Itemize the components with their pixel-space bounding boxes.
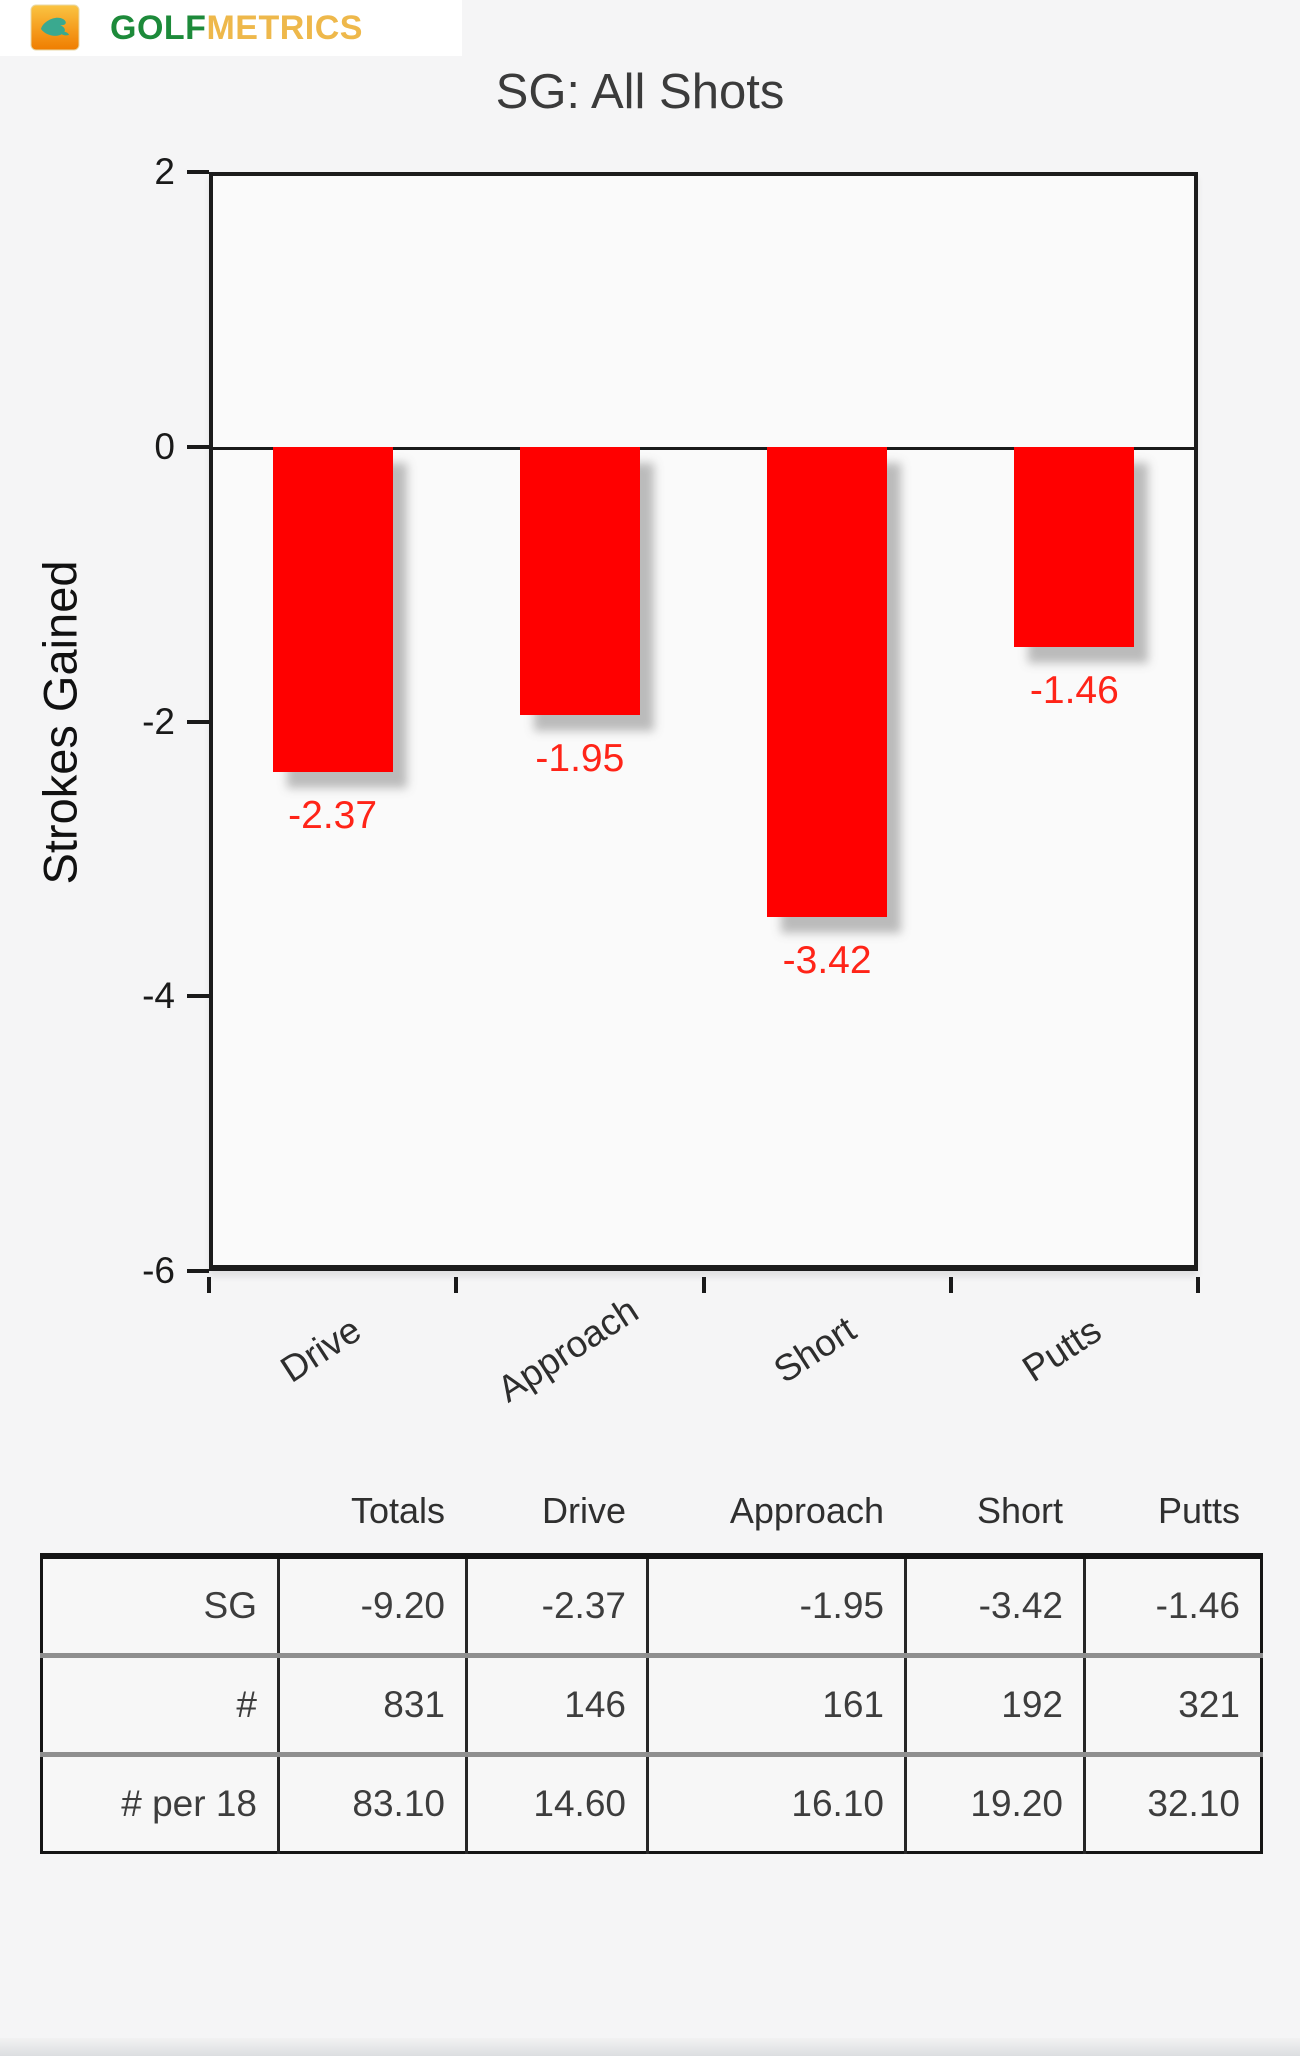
- table-cell: -1.46: [1083, 1556, 1262, 1656]
- y-tick-mark: [187, 170, 209, 174]
- table-header-putts: Putts: [1157, 1490, 1240, 1531]
- y-axis-title: Strokes Gained: [33, 560, 87, 885]
- bar-drive: [272, 446, 393, 773]
- table-cell: 146: [465, 1653, 648, 1755]
- y-tick-label: 2: [154, 151, 175, 192]
- y-tick-mark: [187, 719, 209, 724]
- table-cell: -1.95: [646, 1556, 906, 1656]
- table-cell: -9.20: [277, 1556, 467, 1656]
- table-header-short: Short: [976, 1490, 1063, 1531]
- table-cell: 16.10: [646, 1752, 906, 1853]
- y-tick-mark: [187, 1269, 209, 1273]
- bar-putts: [1014, 446, 1135, 648]
- table-cell: 32.10: [1083, 1752, 1262, 1853]
- table-cell: 161: [646, 1653, 906, 1755]
- bar-approach: [519, 446, 640, 715]
- app-header: GOLFMETRICS: [0, 0, 462, 56]
- table-header-approach: Approach: [729, 1490, 884, 1531]
- x-category-label: Putts: [1015, 1309, 1109, 1390]
- table-cell: 321: [1083, 1653, 1262, 1755]
- y-tick-mark: [187, 444, 209, 449]
- bar-value-label: -1.46: [1029, 669, 1119, 713]
- table-cell: -2.37: [465, 1556, 648, 1656]
- strokes-gained-table: SG -9.20 -2.37 -1.95 -3.42 -1.46 #831 146 161 192…: [40, 1553, 1263, 1854]
- bar-short: [767, 446, 888, 917]
- table-cell: 192: [904, 1653, 1085, 1755]
- x-tick-mark: [701, 1277, 706, 1293]
- x-tick-mark: [1196, 1277, 1200, 1293]
- y-tick-mark: [187, 994, 209, 999]
- table-column-headers: Totals Drive Approach Short Putts: [40, 1490, 1260, 1532]
- bar-value-label: -2.37: [288, 794, 378, 838]
- zero-baseline: [213, 446, 1194, 450]
- logo-text-metrics: METRICS: [206, 9, 363, 47]
- y-tick-label: 0: [154, 425, 175, 467]
- y-tick-label: -4: [142, 975, 175, 1017]
- bar-value-label: -1.95: [535, 736, 625, 780]
- bar-value-label: -3.42: [782, 938, 872, 982]
- x-category-label: Drive: [272, 1308, 368, 1391]
- x-tick-mark: [948, 1277, 953, 1293]
- row-label: #: [41, 1653, 279, 1755]
- bottom-edge-bar: [0, 2038, 1300, 2056]
- x-category-label: Short: [766, 1308, 864, 1391]
- logo-text-golf: GOLF: [110, 9, 207, 47]
- table-cell: -3.42: [904, 1556, 1085, 1656]
- table-cell: 831: [277, 1653, 467, 1755]
- row-label: SG: [203, 1585, 257, 1626]
- table-header-drive: Drive: [541, 1490, 626, 1531]
- table-cell: 14.60: [465, 1752, 648, 1853]
- y-tick-label: -2: [142, 700, 175, 742]
- table-row: SG -9.20 -2.37 -1.95 -3.42 -1.46: [42, 1556, 1262, 1656]
- table-row: #831 146 161 192 321: [41, 1653, 1262, 1755]
- table-cell: 83.10: [277, 1752, 467, 1853]
- golfmetrics-logo: GOLFMETRICS: [110, 6, 363, 50]
- row-label: # per 18: [41, 1752, 279, 1853]
- table-header-totals: Totals: [350, 1490, 445, 1531]
- table-row: # per 18 83.10 14.60 16.10 19.20 32.10: [41, 1752, 1262, 1853]
- y-tick-label: -6: [142, 1250, 175, 1291]
- table-cell: 19.20: [904, 1752, 1085, 1853]
- x-tick-mark: [207, 1277, 211, 1293]
- x-tick-mark: [454, 1277, 459, 1293]
- chart-title: SG: All Shots: [495, 65, 785, 119]
- golfmetrics-logo-icon: [30, 4, 80, 51]
- x-category-label: Approach: [490, 1289, 646, 1410]
